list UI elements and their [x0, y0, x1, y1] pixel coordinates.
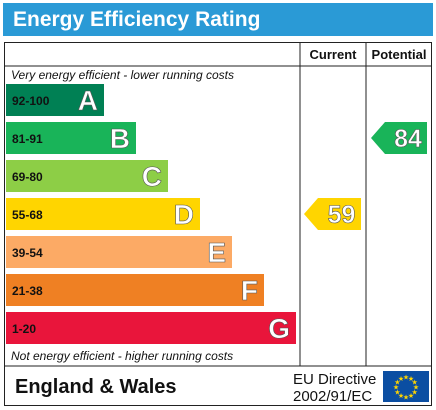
current-score-arrow: [304, 198, 361, 230]
eu-star-icon: ★: [408, 375, 414, 383]
band-g-letter: G: [268, 313, 290, 344]
band-d-letter: D: [174, 199, 194, 230]
eu-star-icon: ★: [394, 389, 400, 397]
potential-score-value: 84: [394, 125, 422, 153]
directive-line2: 2002/91/EC: [293, 388, 373, 405]
band-f-bar: [6, 274, 264, 306]
eu-flag-icon: [383, 371, 429, 402]
band-g-bar: [6, 312, 296, 344]
eu-star-icon: ★: [394, 379, 400, 387]
band-c-bar: [6, 160, 168, 192]
footer-directive: EU Directive 2002/91/EC: [293, 371, 376, 405]
band-f-range: 21-38: [12, 284, 43, 298]
eu-star-icon: ★: [398, 375, 404, 383]
band-g-range: 1-20: [12, 322, 36, 336]
note-inefficient: Not energy efficient - higher running co…: [11, 349, 234, 363]
band-d-range: 55-68: [12, 208, 43, 222]
eu-star-icon: ★: [398, 392, 404, 400]
eu-star-icon: ★: [412, 379, 418, 387]
band-b-range: 81-91: [12, 132, 43, 146]
header-current: Current: [309, 47, 357, 62]
band-d-bar: [6, 198, 200, 230]
potential-score-arrow: [371, 122, 427, 154]
band-e-letter: E: [207, 237, 226, 268]
band-f-letter: F: [241, 275, 258, 306]
band-b-bar: [6, 122, 136, 154]
band-a-range: 92-100: [12, 94, 50, 108]
header-potential: Potential: [371, 47, 427, 62]
eu-star-icon: ★: [403, 394, 409, 402]
band-a-letter: A: [78, 85, 98, 116]
band-e-bar: [6, 236, 232, 268]
eu-star-icon: ★: [393, 384, 399, 392]
directive-line1: EU Directive: [293, 371, 377, 388]
band-c-range: 69-80: [12, 170, 43, 184]
band-c-letter: C: [142, 161, 162, 192]
current-score-value: 59: [328, 201, 356, 229]
eu-star-icon: ★: [408, 392, 414, 400]
chart-title: Energy Efficiency Rating: [3, 3, 433, 36]
band-e-range: 39-54: [12, 246, 43, 260]
eu-star-icon: ★: [403, 374, 409, 382]
eu-star-icon: ★: [413, 384, 419, 392]
note-efficient: Very energy efficient - lower running co…: [11, 68, 234, 82]
band-b-letter: B: [110, 123, 130, 154]
band-a-bar: [6, 84, 104, 116]
rating-frame: [4, 42, 432, 406]
eu-star-icon: ★: [412, 389, 418, 397]
footer-region: England & Wales: [15, 376, 177, 398]
